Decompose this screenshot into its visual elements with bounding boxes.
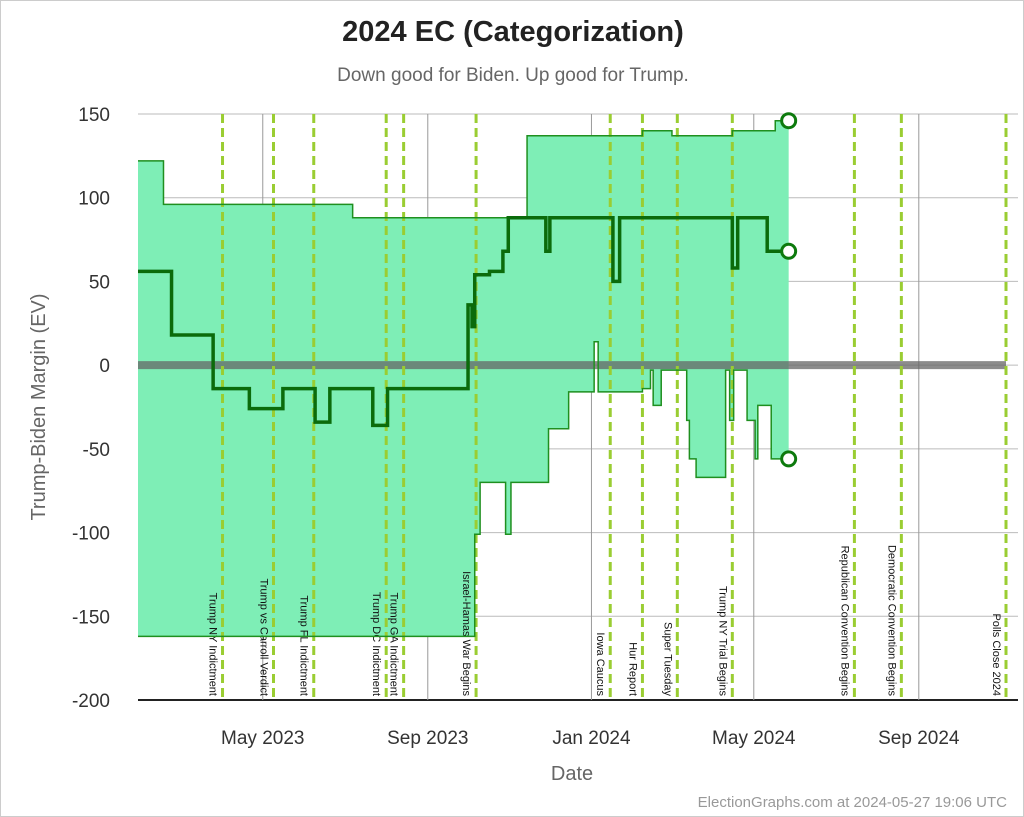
event-label: Polls Close 2024: [990, 613, 1002, 696]
endpoint-marker: [780, 450, 798, 468]
y-tick-label: 100: [78, 189, 110, 210]
event-label: Republican Convention Begins: [838, 546, 850, 697]
x-tick-label: May 2023: [221, 728, 304, 749]
y-tick-label: -200: [72, 691, 110, 712]
series-line-trump-best: [138, 119, 789, 219]
event-label: Trump vs Carroll Verdict: [257, 578, 269, 696]
event-label: Israel-Hamas War Begins: [460, 571, 472, 696]
x-tick-label: Sep 2023: [387, 728, 468, 749]
y-tick-label: -100: [72, 524, 110, 545]
axis-ticks: 150 100 50 0 -50 -100 -150 -200 May 2023 Sep 2023…: [72, 105, 960, 749]
x-tick-label: Sep 2024: [878, 728, 960, 749]
y-axis-label: Trump-Biden Margin (EV): [28, 293, 50, 520]
range-band: [138, 120, 789, 637]
event-label: Democratic Convention Begins: [885, 545, 897, 697]
series-lines: [138, 112, 798, 638]
range-band-fill: [138, 120, 789, 637]
event-label: Trump DC Indictment: [370, 592, 382, 696]
event-label: Trump NY Indictment: [207, 593, 219, 696]
y-tick-label: 0: [99, 356, 110, 377]
event-label: Trump NY Trial Begins: [716, 586, 728, 697]
event-label: Trump GA Indictment: [388, 592, 400, 696]
chart-title: 2024 EC (Categorization): [342, 16, 684, 48]
event-label: Iowa Caucus: [594, 632, 606, 696]
event-label: Super Tuesday: [661, 622, 673, 696]
y-tick-label: 50: [89, 272, 110, 293]
series-line-expected: [138, 216, 789, 428]
endpoint-marker: [780, 112, 798, 130]
x-axis-label: Date: [551, 763, 593, 785]
series-line-biden-best: [138, 340, 789, 638]
x-tick-label: May 2024: [712, 728, 796, 749]
footer-credit: ElectionGraphs.com at 2024-05-27 19:06 U…: [698, 794, 1007, 811]
chart-subtitle: Down good for Biden. Up good for Trump.: [337, 65, 689, 86]
y-tick-label: 150: [78, 105, 110, 126]
event-label: Trump FL Indictment: [298, 595, 310, 696]
y-tick-label: -50: [83, 440, 110, 461]
y-tick-label: -150: [72, 607, 110, 628]
endpoint-marker: [780, 242, 798, 260]
event-label: Hur Report: [626, 642, 638, 696]
x-tick-label: Jan 2024: [552, 728, 631, 749]
event-markers: Trump NY Indictment Trump vs Carroll Verd…: [207, 114, 1008, 698]
